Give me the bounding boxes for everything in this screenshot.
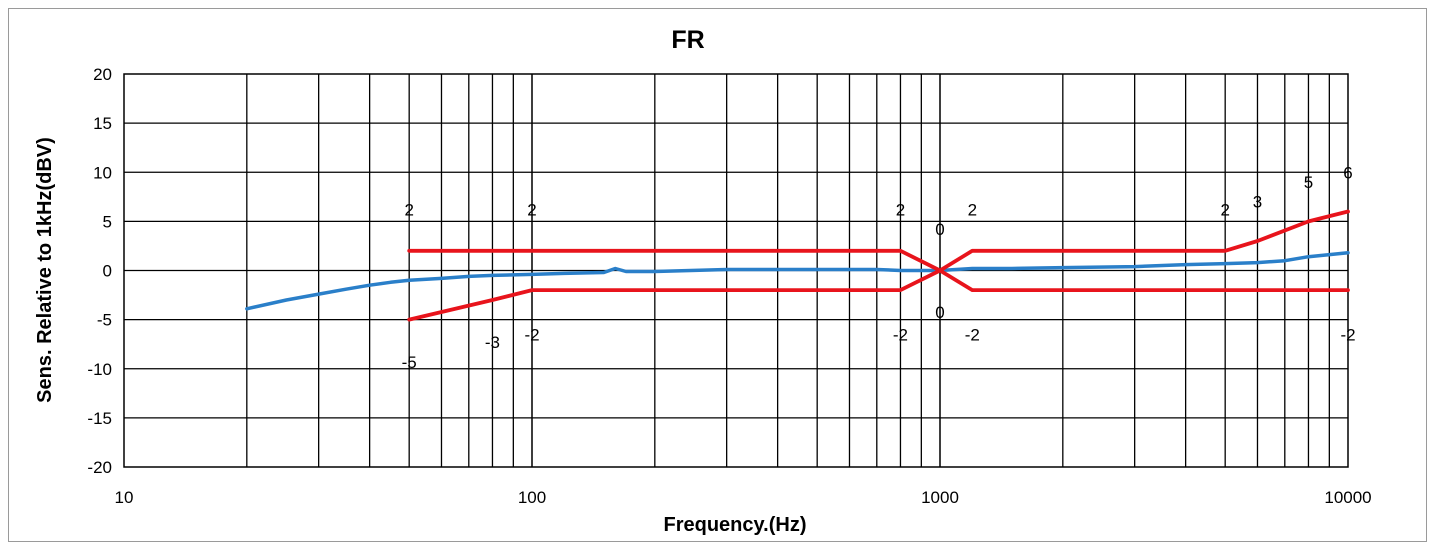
y-tick-label: -5 (97, 311, 112, 330)
y-axis-title: Sens. Relative to 1kHz(dBV) (34, 137, 56, 403)
point-annotation: -3 (485, 333, 500, 352)
lower-limit-line (407, 268, 1350, 322)
y-tick-label: 15 (93, 114, 112, 133)
y-tick-label: 5 (103, 212, 112, 231)
y-tick-label: 10 (93, 163, 112, 182)
x-axis-title: Frequency.(Hz) (664, 514, 807, 536)
plot-area (123, 73, 1349, 468)
chart-title: FR (671, 26, 704, 54)
y-tick-label: 0 (103, 262, 112, 281)
point-annotation: 0 (935, 303, 944, 322)
response-line (245, 251, 1350, 311)
y-tick-label: -10 (87, 360, 112, 379)
point-annotation: 3 (1253, 193, 1262, 212)
point-annotation: -2 (893, 325, 908, 344)
series-layer (245, 209, 1350, 322)
point-annotation: 2 (1220, 201, 1229, 220)
point-annotation: 6 (1343, 163, 1352, 182)
point-annotation: 5 (1304, 173, 1313, 192)
y-tick-label: -20 (87, 458, 112, 477)
x-tick-label: 1000 (921, 488, 959, 507)
point-annotation: 2 (527, 201, 536, 220)
chart-frame (8, 8, 1427, 542)
annotations: 2 2 2 0 2 2 3 5 6 -5 -3 -2 -2 0 -2 -2 (402, 163, 1356, 372)
point-annotation: 2 (896, 201, 905, 220)
point-annotation: -2 (1340, 325, 1355, 344)
point-annotation: -2 (965, 325, 980, 344)
point-annotation: 0 (935, 220, 944, 239)
x-tick-label: 10 (115, 488, 134, 507)
y-tick-label: 20 (93, 65, 112, 84)
x-tick-label: 100 (518, 488, 546, 507)
point-annotation: 2 (404, 201, 413, 220)
point-annotation: -2 (524, 325, 539, 344)
point-annotation: 2 (968, 201, 977, 220)
x-tick-label: 10000 (1324, 488, 1371, 507)
y-tick-label: -15 (87, 409, 112, 428)
upper-limit-line (407, 209, 1350, 273)
point-annotation: -5 (402, 353, 417, 372)
